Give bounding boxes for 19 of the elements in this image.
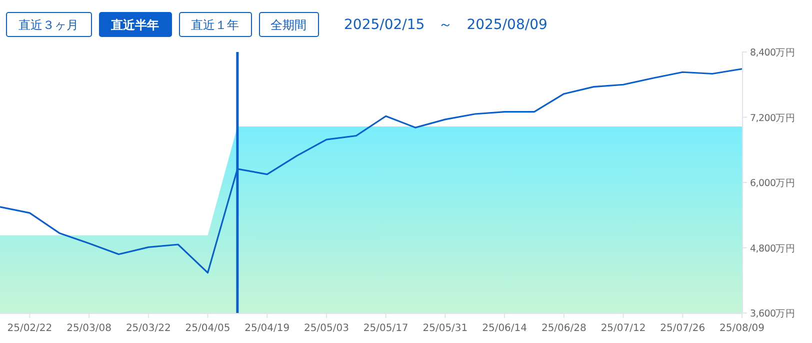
x-tick-label: 25/03/08 <box>66 323 112 334</box>
x-tick-label: 25/05/17 <box>363 323 408 334</box>
chart-subtitle: 2025/02/15 ～ 2025/08/09 <box>344 17 548 33</box>
x-tick-label: 25/02/22 <box>7 323 52 334</box>
x-tick-label: 25/08/09 <box>720 323 764 334</box>
x-tick-label: 25/03/22 <box>126 323 171 334</box>
y-tick-label: 3,600万円 <box>750 308 796 320</box>
x-tick-label: 25/04/19 <box>244 323 290 334</box>
x-tick-label: 25/06/14 <box>482 323 528 334</box>
x-tick-label: 25/05/31 <box>422 323 468 334</box>
x-tick-label: 25/07/12 <box>600 323 646 334</box>
x-tick-label: 25/05/03 <box>304 323 349 334</box>
y-tick-label: 4,800万円 <box>750 243 796 254</box>
x-tick-label: 25/07/26 <box>660 323 706 334</box>
y-tick-label: 7,200万円 <box>750 112 796 124</box>
y-tick-label: 8,400万円 <box>750 48 796 58</box>
x-tick-label: 25/04/05 <box>185 323 230 334</box>
y-tick-label: 6,000万円 <box>750 178 796 189</box>
x-tick-label: 25/06/28 <box>541 323 586 334</box>
